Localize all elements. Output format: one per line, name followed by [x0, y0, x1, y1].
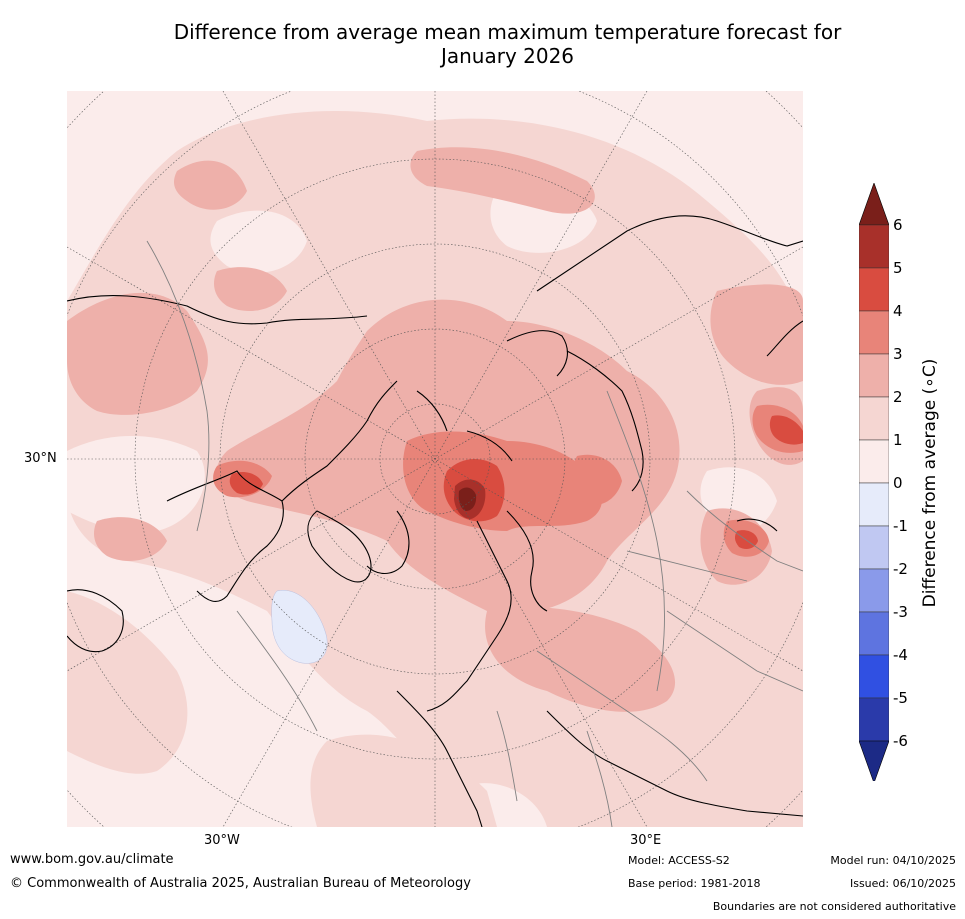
colorbar-tick-label: 1 — [893, 431, 903, 449]
footer-model-run: Model run: 04/10/2025 — [830, 854, 956, 867]
colorbar-title: Difference from average (∘C) — [920, 358, 940, 608]
title-line-1: Difference from average mean maximum tem… — [173, 20, 842, 44]
footer-base-period: Base period: 1981-2018 — [628, 877, 761, 890]
coastlines — [67, 215, 803, 827]
title-line-2: January 2026 — [440, 44, 575, 68]
longitude-label-30e: 30°E — [630, 833, 662, 848]
colorbar-bin — [859, 697, 889, 742]
colorbar-tick-label: 3 — [893, 345, 903, 363]
footer-url[interactable]: www.bom.gov.au/climate — [10, 852, 174, 867]
anomaly-band-over-6 — [458, 487, 477, 511]
footer-copyright: © Commonwealth of Australia 2025, Austra… — [10, 876, 471, 891]
longitude-label-30w: 30°W — [204, 833, 240, 848]
colorbar-tick-label: 4 — [893, 302, 903, 320]
colorbar-tick-label: -4 — [893, 646, 908, 664]
map-title: Difference from average mean maximum tem… — [60, 20, 955, 68]
graticule — [67, 91, 803, 827]
colorbar-bin — [859, 310, 889, 355]
footer-disclaimer: Boundaries are not considered authoritat… — [712, 900, 956, 913]
colorbar-tick-label: -6 — [893, 732, 908, 750]
colorbar-tick-label: -1 — [893, 517, 908, 535]
colorbar-tick-label: -2 — [893, 560, 908, 578]
colorbar-tick-label: -5 — [893, 689, 908, 707]
colorbar-bin — [859, 224, 889, 269]
colorbar-bin — [859, 482, 889, 527]
colorbar-tick-label: -3 — [893, 603, 908, 621]
footer-model: Model: ACCESS-S2 — [628, 854, 730, 867]
colorbar-tick-label: 0 — [893, 474, 903, 492]
colorbar-under-arrow — [859, 740, 889, 781]
colorbar-tick-label: 5 — [893, 259, 903, 277]
map-svg — [67, 91, 803, 827]
colorbar-tick-label: 2 — [893, 388, 903, 406]
colorbar-bin — [859, 396, 889, 441]
colorbar-bin — [859, 525, 889, 570]
colorbar-bin — [859, 568, 889, 613]
anomaly-band-neg1-0 — [271, 589, 328, 664]
colorbar-bin — [859, 439, 889, 484]
colorbar-tick-label: 6 — [893, 216, 903, 234]
colorbar-bin — [859, 611, 889, 656]
colorbar-bin — [859, 353, 889, 398]
latitude-label-30n: 30°N — [24, 451, 57, 466]
colorbar-bin — [859, 267, 889, 312]
country-borders — [146, 240, 803, 827]
colorbar-over-arrow — [859, 183, 889, 226]
footer-issued: Issued: 06/10/2025 — [849, 877, 956, 890]
polar-map — [67, 91, 803, 827]
colorbar-bin — [859, 654, 889, 699]
colorbar — [859, 183, 889, 781]
